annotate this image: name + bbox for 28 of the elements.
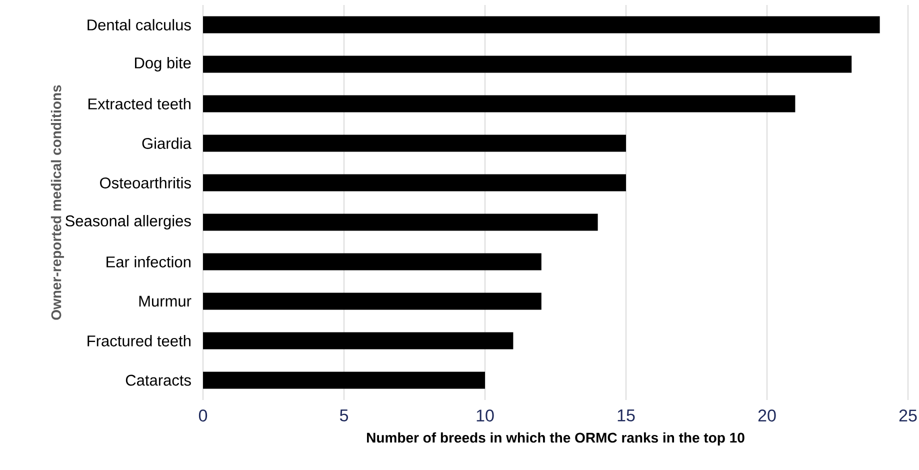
y-tick-label: Giardia — [142, 138, 192, 149]
x-tick-label: 25 — [899, 410, 917, 422]
bar — [203, 16, 880, 34]
bar — [203, 56, 852, 73]
y-tick-label: Osteoarthritis — [100, 177, 191, 188]
bar — [203, 292, 542, 310]
bar — [203, 174, 626, 192]
y-tick-label: Ear infection — [106, 256, 190, 268]
x-axis-title: Number of breeds in which the ORMC ranks in the top 10 — [367, 432, 744, 446]
x-tick-label: 0 — [198, 410, 208, 422]
bar — [203, 253, 542, 270]
y-tick-label: Dental calculus — [88, 19, 191, 30]
bar — [203, 332, 514, 350]
y-axis-title: Owner-reported medical conditions — [50, 85, 64, 320]
y-tick-label: Dog bite — [135, 57, 191, 72]
bar — [203, 372, 486, 389]
y-tick-label: Fractured teeth — [88, 335, 190, 346]
y-tick-label: Extracted teeth — [88, 98, 190, 110]
y-tick-label: Murmur — [139, 296, 192, 307]
bar — [203, 134, 626, 152]
x-tick-label: 10 — [476, 410, 494, 422]
bar — [203, 95, 796, 112]
y-tick-label: Seasonal allergies — [66, 215, 191, 230]
x-tick-label: 20 — [758, 410, 776, 422]
x-tick-label: 5 — [340, 410, 348, 422]
bar — [203, 214, 598, 231]
y-tick-label: Cataracts — [126, 374, 191, 386]
x-tick-label: 15 — [618, 410, 635, 422]
